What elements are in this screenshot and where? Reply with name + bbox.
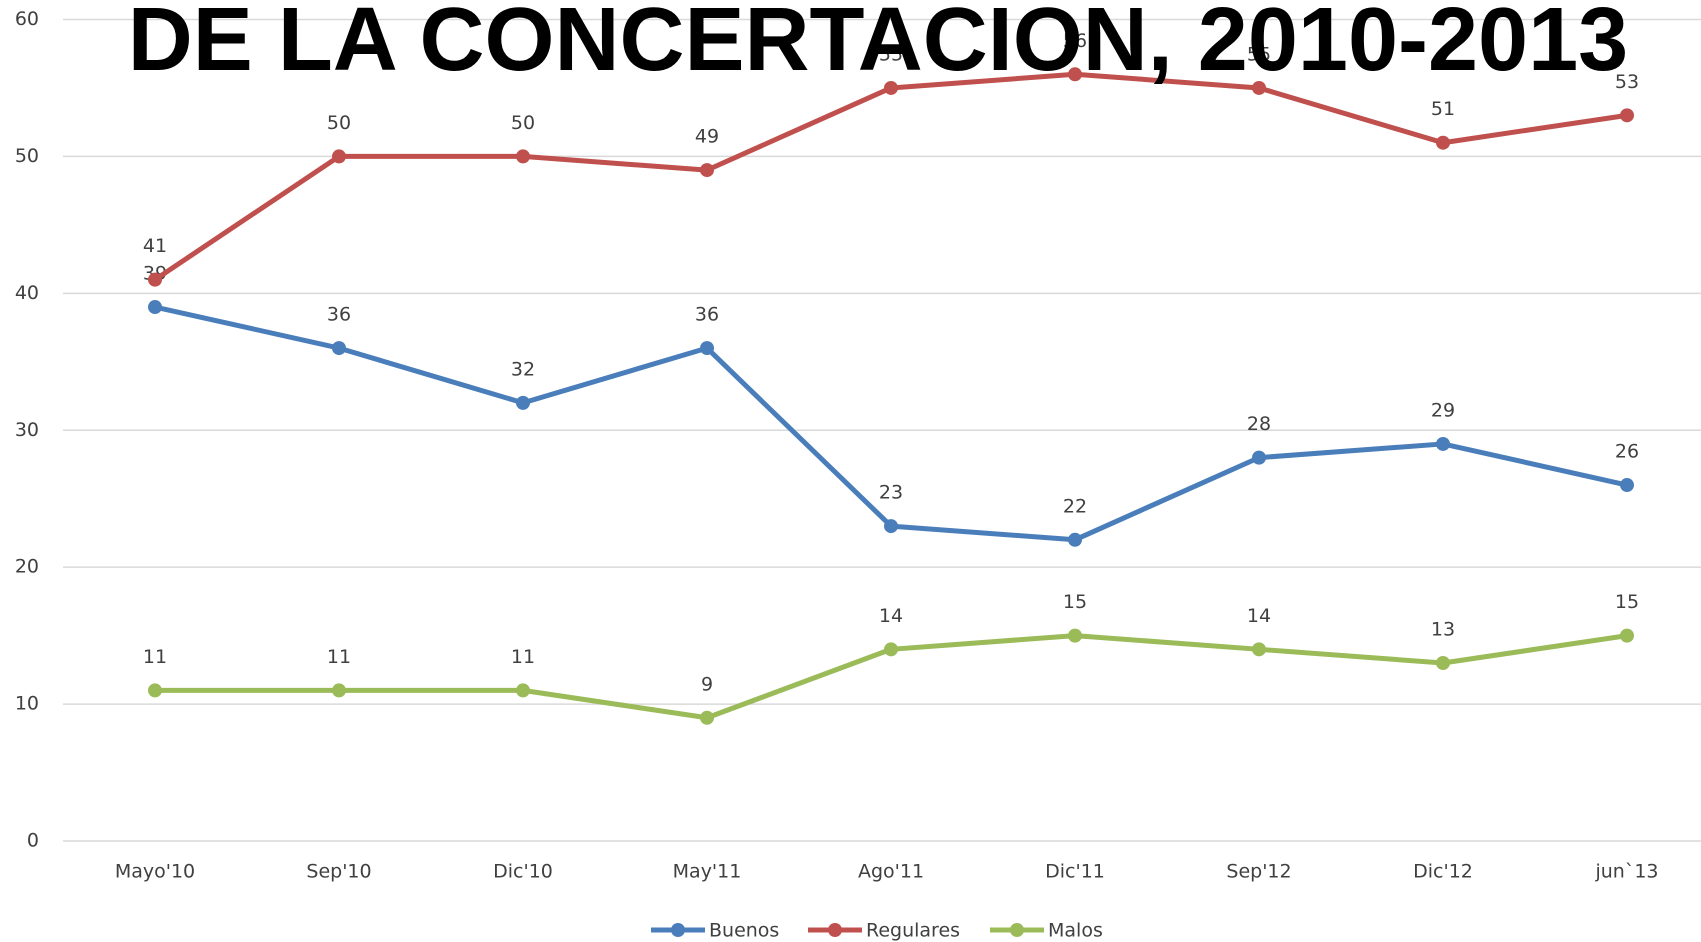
point — [1620, 478, 1634, 493]
data-label: 32 — [511, 358, 535, 380]
data-label: 36 — [695, 304, 719, 326]
point — [1252, 642, 1266, 657]
point — [884, 80, 898, 95]
point — [1436, 135, 1450, 150]
data-label: 26 — [1615, 441, 1639, 463]
legend-marker — [828, 923, 842, 937]
x-tick-label: Ago'11 — [858, 861, 924, 883]
legend-marker — [1010, 923, 1024, 937]
point — [1436, 436, 1450, 451]
point — [148, 300, 162, 315]
data-label: 56 — [1063, 30, 1087, 52]
y-tick-label: 30 — [15, 419, 39, 441]
point — [1620, 628, 1634, 643]
point — [516, 683, 530, 698]
x-tick-label: Sep'10 — [306, 861, 371, 883]
point — [148, 272, 162, 287]
x-tick-label: Dic'10 — [493, 861, 553, 883]
data-label: 49 — [695, 126, 719, 148]
data-label: 36 — [327, 304, 351, 326]
data-label: 14 — [879, 605, 903, 627]
point — [332, 683, 346, 698]
data-label: 11 — [511, 646, 535, 668]
legend-label: Buenos — [709, 920, 779, 942]
x-tick-label: Dic'12 — [1413, 861, 1473, 883]
point — [700, 710, 714, 725]
point — [884, 642, 898, 657]
legend-label: Malos — [1048, 920, 1103, 942]
data-label: 55 — [1247, 43, 1271, 65]
data-label: 14 — [1247, 605, 1271, 627]
point — [148, 683, 162, 698]
point — [516, 149, 530, 164]
point — [1620, 108, 1634, 123]
data-label: 22 — [1063, 495, 1087, 517]
point — [700, 163, 714, 178]
point — [1068, 628, 1082, 643]
y-tick-label: 50 — [15, 145, 39, 167]
data-label: 15 — [1615, 591, 1639, 613]
x-tick-label: jun`13 — [1594, 861, 1658, 883]
point — [1436, 656, 1450, 671]
x-tick-label: Dic'11 — [1045, 861, 1105, 883]
x-tick-label: Mayo'10 — [115, 861, 195, 883]
data-label: 50 — [511, 112, 535, 134]
data-label: 11 — [143, 646, 167, 668]
data-label: 50 — [327, 112, 351, 134]
data-label: 23 — [879, 482, 903, 504]
data-label: 53 — [1615, 71, 1639, 93]
data-label: 13 — [1431, 619, 1455, 641]
y-tick-label: 40 — [15, 282, 39, 304]
legend-label: Regulares — [866, 920, 960, 942]
point — [1068, 67, 1082, 82]
data-label: 41 — [143, 235, 167, 257]
y-tick-label: 0 — [27, 830, 39, 852]
y-tick-label: 20 — [15, 556, 39, 578]
x-tick-label: May'11 — [673, 861, 742, 883]
data-label: 9 — [701, 673, 713, 695]
data-label: 28 — [1247, 413, 1271, 435]
point — [1068, 532, 1082, 547]
series-line — [153, 71, 1628, 282]
point — [332, 341, 346, 356]
data-label: 11 — [327, 646, 351, 668]
y-tick-label: 10 — [15, 693, 39, 715]
point — [1252, 450, 1266, 465]
data-label: 55 — [879, 43, 903, 65]
point — [332, 149, 346, 164]
point — [884, 519, 898, 534]
point — [700, 341, 714, 356]
data-label: 51 — [1431, 98, 1455, 120]
y-tick-label: 60 — [15, 8, 39, 30]
point — [516, 395, 530, 410]
chart-title: DE LA CONCERTACION, 2010-2013 — [128, 0, 1628, 90]
legend-marker — [671, 923, 685, 937]
series-line — [154, 304, 1628, 543]
x-tick-label: Sep'12 — [1226, 861, 1291, 883]
data-label: 29 — [1431, 399, 1455, 421]
point — [1252, 80, 1266, 95]
data-label: 15 — [1063, 591, 1087, 613]
